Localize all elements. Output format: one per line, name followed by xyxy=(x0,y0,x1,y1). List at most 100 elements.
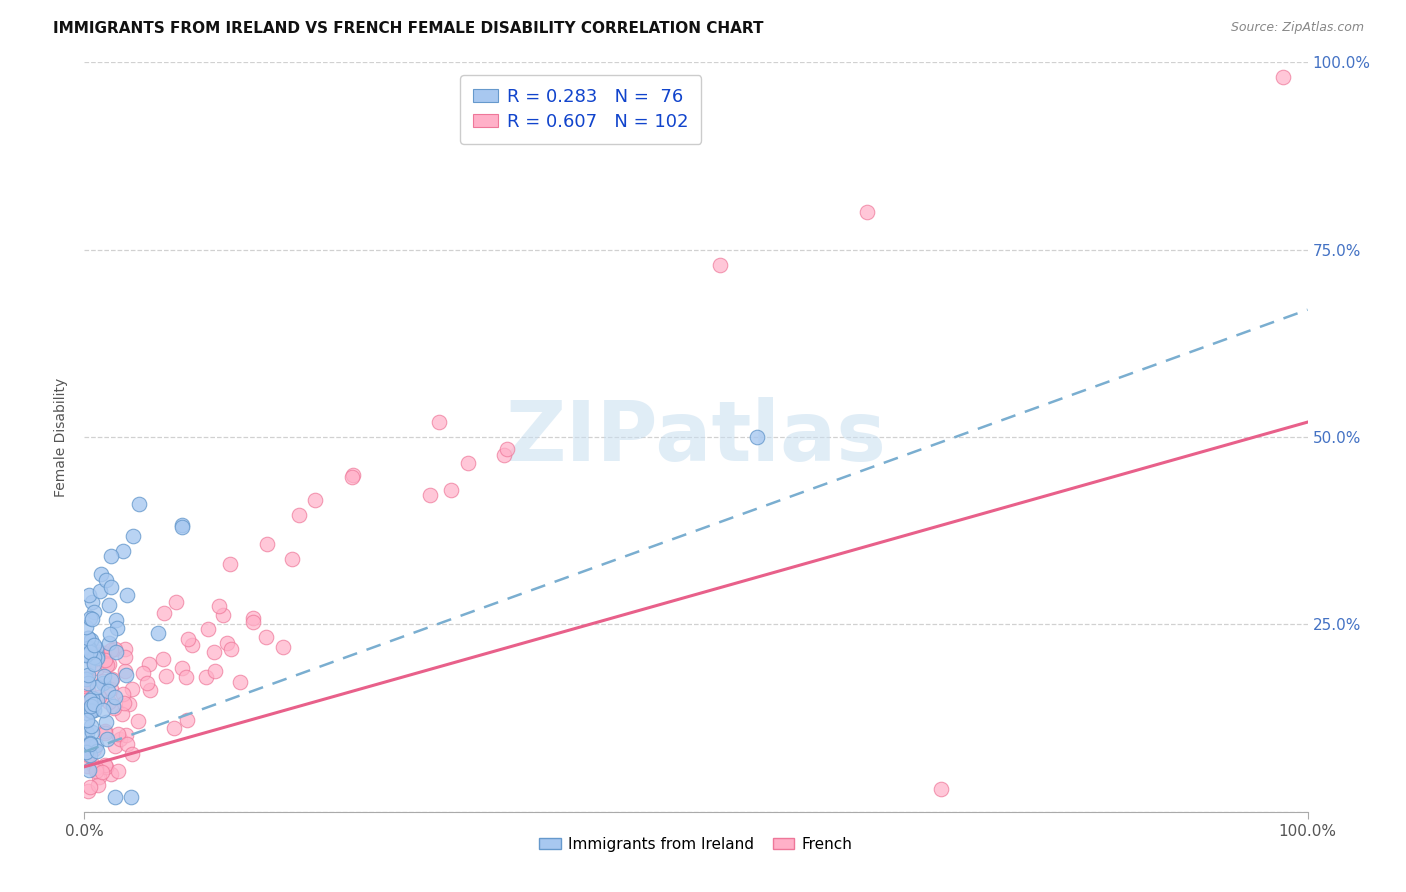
Y-axis label: Female Disability: Female Disability xyxy=(55,377,69,497)
Point xyxy=(75,703,97,717)
Point xyxy=(77,783,100,797)
Point xyxy=(112,696,135,710)
Point xyxy=(121,747,143,762)
Point xyxy=(494,449,516,463)
Point xyxy=(80,691,103,706)
Point xyxy=(83,657,105,672)
Point xyxy=(1272,70,1295,85)
Point xyxy=(75,739,97,753)
Point xyxy=(100,581,122,595)
Point xyxy=(79,780,101,794)
Point xyxy=(80,595,103,609)
Point xyxy=(89,690,111,704)
Point xyxy=(709,258,731,272)
Point xyxy=(104,690,127,704)
Point xyxy=(94,725,117,739)
Point xyxy=(80,612,103,626)
Point xyxy=(172,520,194,534)
Point xyxy=(80,699,103,714)
Point xyxy=(138,657,160,671)
Point xyxy=(165,594,187,608)
Point xyxy=(82,758,104,772)
Point xyxy=(83,605,105,619)
Point xyxy=(104,789,127,804)
Point xyxy=(155,668,177,682)
Point xyxy=(288,508,311,522)
Point xyxy=(747,430,769,444)
Point xyxy=(195,670,218,684)
Point xyxy=(177,632,200,646)
Point xyxy=(77,588,100,602)
Point xyxy=(856,205,879,219)
Point xyxy=(89,648,111,662)
Point xyxy=(75,647,97,661)
Point xyxy=(146,625,169,640)
Point xyxy=(100,673,122,687)
Point xyxy=(105,645,128,659)
Point xyxy=(342,467,364,482)
Point xyxy=(76,713,98,727)
Point xyxy=(107,727,129,741)
Point xyxy=(83,741,105,756)
Point xyxy=(100,682,122,697)
Point xyxy=(139,683,162,698)
Point xyxy=(80,719,103,733)
Point xyxy=(76,741,98,756)
Point xyxy=(114,642,136,657)
Point xyxy=(82,653,104,667)
Point xyxy=(77,763,100,777)
Point xyxy=(86,680,108,694)
Point xyxy=(97,684,120,698)
Point xyxy=(219,557,242,571)
Point xyxy=(152,652,174,666)
Point xyxy=(94,573,117,587)
Point xyxy=(271,640,294,655)
Point xyxy=(76,747,98,762)
Point xyxy=(101,699,124,714)
Point xyxy=(103,700,125,714)
Point xyxy=(83,650,105,665)
Point xyxy=(80,704,103,718)
Point xyxy=(87,770,110,784)
Point xyxy=(75,672,97,686)
Point xyxy=(111,544,134,558)
Point xyxy=(197,622,219,636)
Legend: Immigrants from Ireland, French: Immigrants from Ireland, French xyxy=(533,830,859,858)
Point xyxy=(87,645,110,659)
Point xyxy=(79,703,101,717)
Point xyxy=(120,789,142,804)
Point xyxy=(91,674,114,689)
Point xyxy=(97,695,120,709)
Point xyxy=(77,640,100,655)
Point xyxy=(172,517,194,532)
Point xyxy=(84,761,107,775)
Point xyxy=(79,640,101,655)
Point xyxy=(96,657,118,672)
Point xyxy=(111,687,134,701)
Point xyxy=(83,697,105,711)
Point xyxy=(254,630,277,644)
Point xyxy=(97,599,120,613)
Point xyxy=(202,645,225,659)
Point xyxy=(204,664,226,678)
Point xyxy=(86,744,108,758)
Point xyxy=(105,621,128,635)
Point xyxy=(76,632,98,646)
Point xyxy=(79,645,101,659)
Point xyxy=(80,632,103,647)
Point xyxy=(75,676,97,690)
Point xyxy=(98,627,121,641)
Point xyxy=(94,724,117,739)
Point xyxy=(76,726,98,740)
Point xyxy=(219,641,242,656)
Point xyxy=(181,638,204,652)
Point xyxy=(110,707,132,722)
Point xyxy=(93,757,115,772)
Point xyxy=(96,732,118,747)
Point xyxy=(79,736,101,750)
Point xyxy=(118,697,141,711)
Point xyxy=(132,665,155,680)
Point xyxy=(76,632,98,646)
Point xyxy=(107,764,129,778)
Point xyxy=(114,650,136,665)
